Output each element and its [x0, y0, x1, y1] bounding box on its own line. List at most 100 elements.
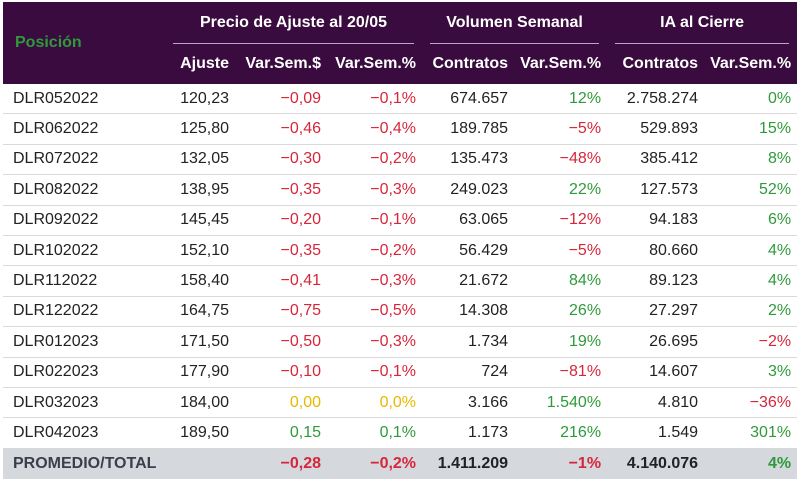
- row-var-usd: 0,00: [235, 387, 327, 419]
- total-var-pct: −0,2%: [327, 448, 423, 479]
- total-vol-var: −1%: [514, 448, 608, 479]
- row-vol-var: 22%: [514, 174, 608, 206]
- row-var-usd: −0,75: [235, 296, 327, 328]
- total-row: PROMEDIO/TOTAL −0,28 −0,2% 1.411.209 −1%…: [3, 448, 798, 479]
- row-name: DLR042023: [3, 417, 165, 449]
- row-ia-var: 301%: [704, 417, 798, 449]
- row-vol-var: −12%: [514, 205, 608, 236]
- row-vol-var: −5%: [514, 113, 608, 145]
- row-ia: 94.183: [607, 205, 705, 236]
- col-header-vol-contracts: Contratos: [422, 44, 515, 84]
- row-name: DLR072022: [3, 144, 165, 176]
- table-row: DLR052022 120,23 −0,09 −0,1% 674.657 12% 2.758…: [3, 84, 798, 115]
- row-name: DLR092022: [3, 205, 165, 236]
- row-vol: 189.785: [422, 113, 515, 145]
- row-vol-var: 12%: [514, 84, 608, 115]
- row-vol: 21.672: [422, 265, 515, 297]
- row-var-usd: −0,20: [235, 205, 327, 236]
- row-name: DLR082022: [3, 174, 165, 206]
- row-vol-var: 19%: [514, 326, 608, 358]
- table-row: DLR122022 164,75 −0,75 −0,5% 14.308 26% 27.297…: [3, 296, 798, 328]
- row-ajuste: 177,90: [165, 357, 235, 388]
- row-ia-var: 3%: [704, 357, 798, 388]
- group-header-open-interest: IA al Cierre: [607, 2, 798, 44]
- row-name: DLR102022: [3, 235, 165, 267]
- row-vol: 249.023: [422, 174, 515, 206]
- row-var-pct: −0,4%: [327, 113, 423, 145]
- group-header-oi-label: IA al Cierre: [660, 14, 744, 31]
- table-row: DLR112022 158,40 −0,41 −0,3% 21.672 84% 89.123…: [3, 265, 798, 297]
- row-var-pct: −0,2%: [327, 235, 423, 267]
- row-var-pct: −0,1%: [327, 205, 423, 236]
- row-ajuste: 125,80: [165, 113, 235, 145]
- table-footer: PROMEDIO/TOTAL −0,28 −0,2% 1.411.209 −1%…: [3, 448, 798, 479]
- row-ajuste: 145,45: [165, 205, 235, 236]
- row-vol: 1.173: [422, 417, 515, 449]
- position-header: Posición: [3, 2, 165, 84]
- row-vol: 63.065: [422, 205, 515, 236]
- row-ia-var: 0%: [704, 84, 798, 115]
- row-ia: 26.695: [607, 326, 705, 358]
- table-row: DLR022023 177,90 −0,10 −0,1% 724 −81% 14.607 3%: [3, 357, 798, 388]
- row-var-pct: −0,1%: [327, 84, 423, 115]
- col-header-var-usd: Var.Sem.$: [235, 44, 327, 84]
- row-ia-var: 2%: [704, 296, 798, 328]
- total-ia-var: 4%: [704, 448, 798, 479]
- row-vol-var: −5%: [514, 235, 608, 267]
- row-ia-var: 8%: [704, 144, 798, 176]
- row-name: DLR052022: [3, 84, 165, 115]
- row-var-usd: −0,35: [235, 235, 327, 267]
- col-header-var-pct: Var.Sem.%: [327, 44, 423, 84]
- row-name: DLR032023: [3, 387, 165, 419]
- row-ajuste: 164,75: [165, 296, 235, 328]
- table-row: DLR072022 132,05 −0,30 −0,2% 135.473 −48% 385.…: [3, 144, 798, 176]
- col-header-vol-var: Var.Sem.%: [514, 44, 608, 84]
- row-ia: 1.549: [607, 417, 705, 449]
- row-ia-var: 6%: [704, 205, 798, 236]
- row-var-usd: −0,09: [235, 84, 327, 115]
- table-row: DLR032023 184,00 0,00 0,0% 3.166 1.540% 4.810−…: [3, 387, 798, 419]
- row-name: DLR122022: [3, 296, 165, 328]
- row-vol: 1.734: [422, 326, 515, 358]
- row-vol: 56.429: [422, 235, 515, 267]
- row-var-usd: −0,41: [235, 265, 327, 297]
- row-ajuste: 132,05: [165, 144, 235, 176]
- row-vol: 14.308: [422, 296, 515, 328]
- table-row: DLR012023 171,50 −0,50 −0,3% 1.734 19% 26.695−…: [3, 326, 798, 358]
- row-vol: 674.657: [422, 84, 515, 115]
- row-ia: 27.297: [607, 296, 705, 328]
- row-ia: 14.607: [607, 357, 705, 388]
- row-vol-var: −81%: [514, 357, 608, 388]
- total-label: PROMEDIO/TOTAL: [3, 448, 165, 479]
- row-ajuste: 184,00: [165, 387, 235, 419]
- row-name: DLR012023: [3, 326, 165, 358]
- row-name: DLR022023: [3, 357, 165, 388]
- group-header-price-label: Precio de Ajuste al 20/05: [199, 14, 388, 31]
- row-vol: 3.166: [422, 387, 515, 419]
- row-var-pct: −0,1%: [327, 357, 423, 388]
- row-name: DLR112022: [3, 265, 165, 297]
- row-var-usd: −0,10: [235, 357, 327, 388]
- row-var-usd: 0,15: [235, 417, 327, 449]
- row-var-pct: 0,0%: [327, 387, 423, 419]
- table-header: Posición Precio de Ajuste al 20/05 Volum…: [3, 2, 798, 84]
- row-var-usd: −0,50: [235, 326, 327, 358]
- total-var-usd: −0,28: [235, 448, 327, 479]
- row-var-pct: 0,1%: [327, 417, 423, 449]
- row-vol-var: −48%: [514, 144, 608, 176]
- table-row: DLR092022 145,45 −0,20 −0,1% 63.065 −12% 94.18…: [3, 205, 798, 236]
- col-header-ia-var: Var.Sem.%: [704, 44, 798, 84]
- row-var-pct: −0,3%: [327, 174, 423, 206]
- row-var-pct: −0,3%: [327, 265, 423, 297]
- row-var-usd: −0,35: [235, 174, 327, 206]
- row-vol-var: 26%: [514, 296, 608, 328]
- table-row: DLR042023 189,50 0,15 0,1% 1.173 216% 1.549 301…: [3, 417, 798, 449]
- col-header-ajuste: Ajuste: [165, 44, 235, 84]
- table-row: DLR082022 138,95 −0,35 −0,3% 249.023 22% 127.5…: [3, 174, 798, 206]
- row-ia: 385.412: [607, 144, 705, 176]
- row-ajuste: 138,95: [165, 174, 235, 206]
- table-row: DLR062022 125,80 −0,46 −0,4% 189.785 −5% 529.8…: [3, 113, 798, 145]
- row-var-usd: −0,30: [235, 144, 327, 176]
- row-ia-var: −2%: [704, 326, 798, 358]
- row-ia-var: 4%: [704, 265, 798, 297]
